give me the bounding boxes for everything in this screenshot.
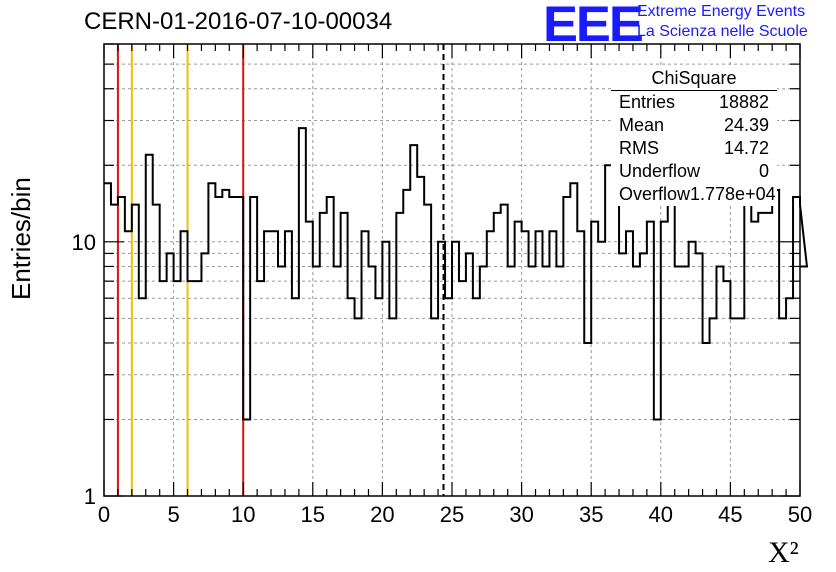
stats-label: RMS: [619, 138, 659, 158]
y-axis-label: Entries/bin: [6, 177, 36, 300]
stats-row-underflow: Underflow 0: [611, 160, 777, 183]
logo-line-1: Extreme Energy Events: [637, 3, 806, 20]
stats-row-overflow: Overflow 1.778e+04: [611, 183, 777, 206]
histogram-line: [104, 127, 809, 421]
x-tick-label: 30: [509, 502, 533, 527]
eee-logo: EEE: [543, 0, 644, 52]
stats-value: 18882: [718, 92, 769, 112]
x-tick-label: 10: [231, 502, 255, 527]
stats-value: 24.39: [723, 115, 769, 135]
chart-title: CERN-01-2016-07-10-00034: [84, 8, 393, 35]
stats-row-entries: Entries 18882: [611, 91, 777, 114]
axes: [103, 43, 801, 497]
x-tick-label: 50: [788, 502, 812, 527]
y-tick-label: 10: [72, 230, 96, 255]
x-tick-label: 25: [440, 502, 464, 527]
logo-line-2: La Scienza nelle Scuole: [637, 23, 808, 40]
x-tick-label: 0: [98, 502, 110, 527]
stats-title: ChiSquare: [611, 68, 777, 91]
x-axis-label: X²: [768, 536, 799, 569]
histogram-series: [104, 127, 809, 421]
x-tick-label: 40: [649, 502, 673, 527]
stats-row-rms: RMS 14.72: [611, 137, 777, 160]
stats-value: 1.778e+04: [690, 184, 776, 204]
stats-value: 0: [758, 161, 769, 181]
tick-labels: 0 5 10 15 20 25 30 35 40 45 50 1 10: [72, 230, 813, 527]
x-tick-label: 45: [718, 502, 742, 527]
x-tick-label: 20: [370, 502, 394, 527]
x-tick-label: 35: [579, 502, 603, 527]
stats-value: 14.72: [723, 138, 769, 158]
stats-label: Entries: [619, 92, 676, 112]
stats-label: Underflow: [619, 161, 701, 181]
stats-box: ChiSquare Entries 18882 Mean 24.39 RMS 1…: [611, 68, 777, 206]
stats-label: Mean: [619, 115, 665, 135]
x-tick-label: 15: [301, 502, 325, 527]
x-tick-label: 5: [167, 502, 179, 527]
stats-label: Overflow: [619, 184, 691, 204]
y-tick-label: 1: [84, 484, 96, 509]
stats-row-mean: Mean 24.39: [611, 114, 777, 137]
